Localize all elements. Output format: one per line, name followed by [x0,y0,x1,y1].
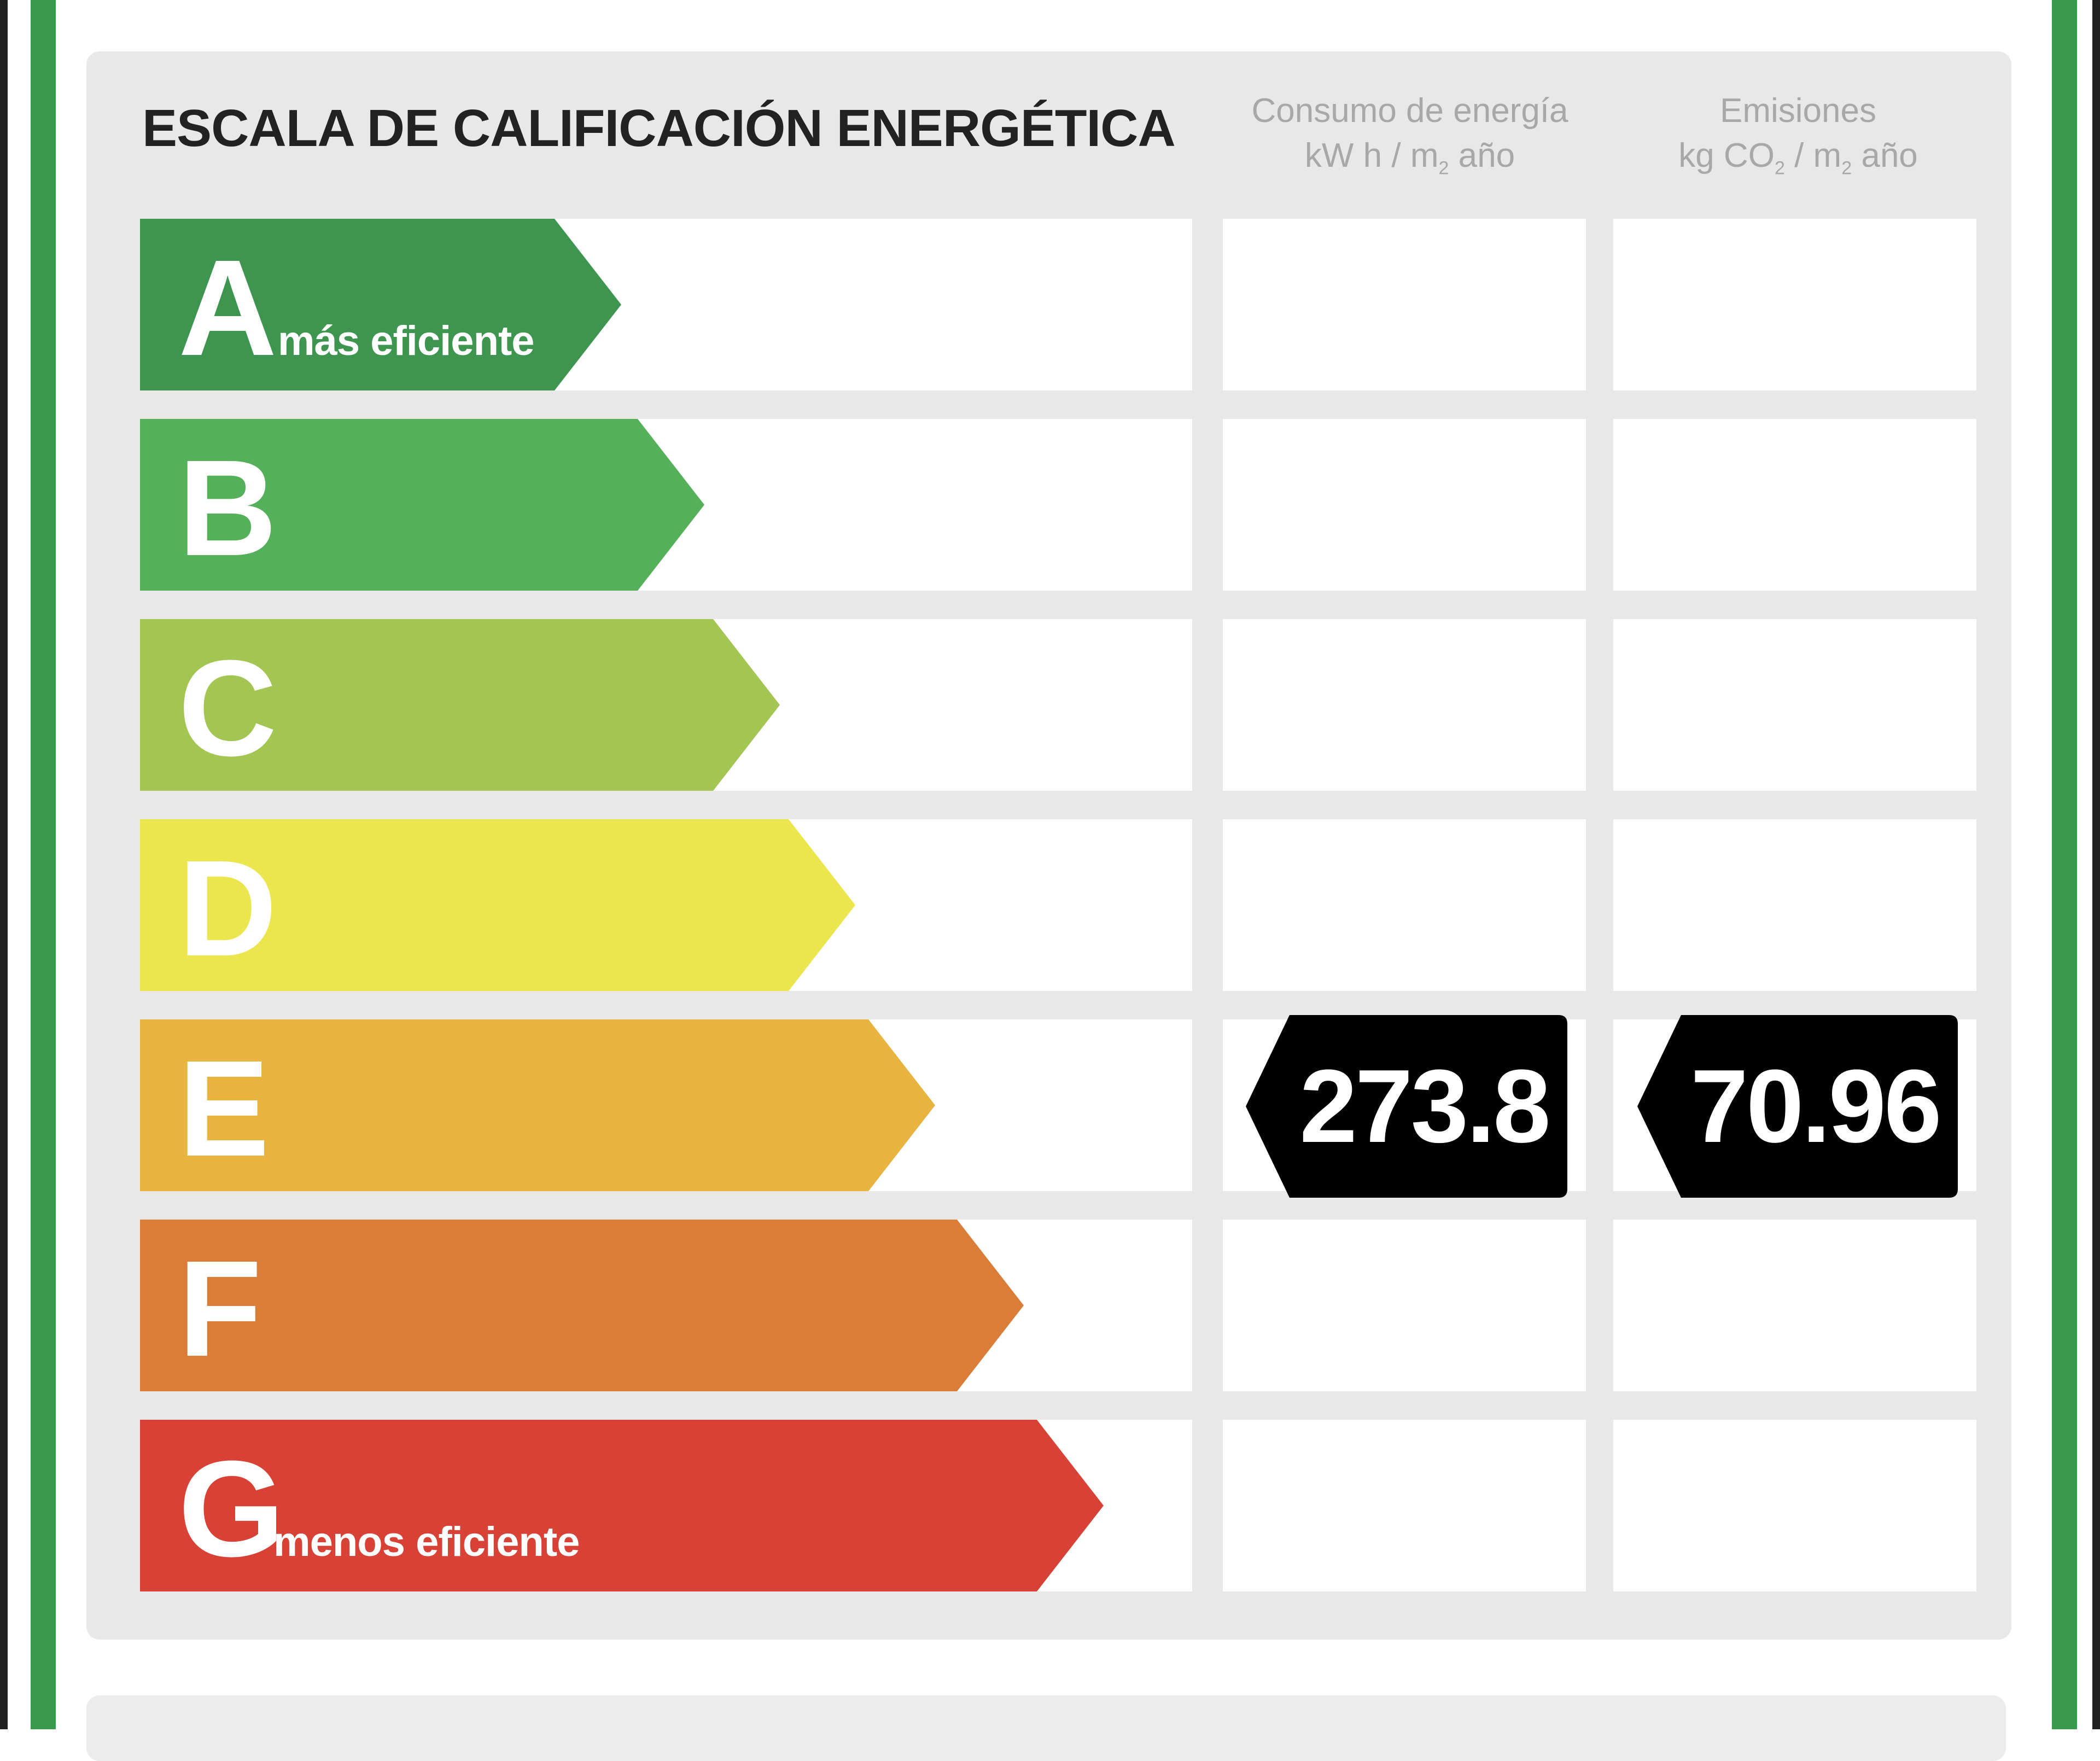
rating-bar-d: D [140,819,855,991]
badge-value: 70.96 [1690,1048,1941,1164]
badge-value: 273.8 [1299,1048,1550,1164]
badge-shape [1637,1015,1958,1198]
rating-letter: B [178,431,277,584]
emissions-value-cell [1613,419,1976,591]
energy-value-badge: 273.8 [1246,1015,1567,1198]
rating-arrow-fill [140,1420,1104,1591]
rating-arrow-fill [140,419,704,591]
emissions-value-cell [1613,619,1976,791]
frame-edge-left [0,0,8,1729]
rating-arrow-shape [140,1420,1104,1591]
rating-arrow-fill [140,1220,1024,1391]
rating-letter: F [178,1232,262,1385]
rating-arrow-fill [140,1019,935,1191]
rating-arrow-shape [140,1220,1024,1391]
emissions-value-cell [1613,1420,1976,1591]
rating-bar-e: E [140,1019,935,1191]
energy-value-cell [1223,419,1586,591]
energy-value-cell [1223,219,1586,390]
rating-sublabel: más eficiente [278,318,535,364]
emissions-value-cell [1613,219,1976,390]
frame-edge-right [2092,0,2100,1729]
rating-bar-f: F [140,1220,1024,1391]
emissions-value-badge: 70.96 [1637,1015,1958,1198]
badge-fill [1637,1015,1958,1198]
emissions-header-line1: Emisiones [1720,92,1876,130]
next-panel [86,1695,2006,1761]
emissions-column-header: Emisiones kg CO2 / m2 año [1618,89,1979,190]
energy-header-line1: Consumo de energía [1251,92,1568,130]
frame-border-right [2052,0,2077,1729]
emissions-header-unit: kg CO2 / m2 año [1678,137,1918,179]
rating-arrow-shape [140,419,704,591]
rating-letter: E [178,1032,270,1185]
rating-letter: G [178,1432,285,1585]
rating-arrow-fill [140,819,855,991]
rating-bar-c: C [140,619,780,791]
energy-value-cell [1223,819,1586,991]
emissions-value-cell [1613,1220,1976,1391]
rating-sublabel: menos eficiente [273,1519,580,1565]
rating-arrow-shape [140,619,780,791]
badge-shape [1246,1015,1567,1198]
emissions-value-cell [1613,819,1976,991]
scale-title: ESCALA DE CALIFICACIÓN ENERGÉTICA [142,99,1176,158]
rating-arrow-shape [140,1019,935,1191]
rating-bar-b: B [140,419,704,591]
rating-arrow-fill [140,219,621,390]
energy-value-cell [1223,619,1586,791]
frame-border-left [31,0,56,1729]
rating-arrow-shape [140,219,621,390]
rating-letter: D [178,832,277,984]
energy-value-cell [1223,1220,1586,1391]
energy-column-header: Consumo de energía kW h / m2 año [1229,89,1590,190]
energy-value-cell [1223,1420,1586,1591]
rating-letter: A [178,231,277,384]
rating-arrow-shape [140,819,855,991]
rating-arrow-fill [140,619,780,791]
energy-header-unit: kW h / m2 año [1304,137,1515,179]
badge-fill [1246,1015,1567,1198]
rating-letter: C [178,632,277,784]
